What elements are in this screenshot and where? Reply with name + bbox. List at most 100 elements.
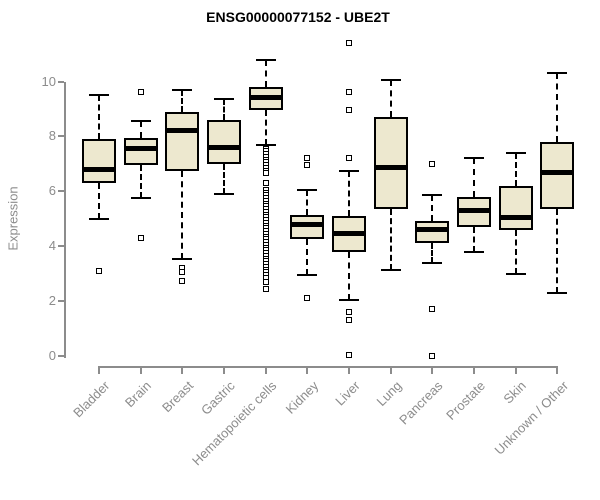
upper-whisker <box>139 121 142 138</box>
upper-whisker <box>472 158 475 197</box>
upper-whisker <box>514 152 517 186</box>
lower-whisker <box>264 110 267 145</box>
outlier-point <box>345 351 352 358</box>
box-kidney <box>290 214 325 240</box>
median-line <box>331 231 366 237</box>
x-axis-category-label: Skin <box>500 378 530 407</box>
chart-title: ENSG00000077152 - UBE2T <box>206 9 390 25</box>
median-line <box>456 208 491 213</box>
x-axis <box>98 366 559 368</box>
outlier-point <box>345 107 352 114</box>
x-axis-category-label: Kidney <box>282 378 321 417</box>
x-axis-tick <box>556 368 559 374</box>
x-axis-tick <box>98 368 100 374</box>
outlier-point <box>179 277 186 284</box>
x-axis-category-label: Lung <box>373 378 405 410</box>
lower-whisker-cap <box>547 291 568 294</box>
upper-whisker-cap <box>505 151 526 154</box>
outlier-point <box>262 170 269 177</box>
y-axis-tick <box>58 245 64 248</box>
x-axis-tick <box>347 368 350 374</box>
upper-whisker <box>431 195 434 222</box>
outlier-point <box>345 155 352 162</box>
lower-whisker <box>431 243 434 263</box>
median-line <box>248 95 283 101</box>
lower-whisker-cap <box>213 193 234 196</box>
x-axis-category-label: Liver <box>332 378 363 409</box>
lower-whisker-cap <box>380 268 401 271</box>
outlier-point <box>262 180 269 187</box>
box-pancreas <box>415 221 450 244</box>
x-axis-tick <box>431 368 434 374</box>
median-line <box>206 144 241 150</box>
outlier-point <box>262 285 269 292</box>
upper-whisker <box>98 95 100 140</box>
lower-whisker <box>472 226 475 252</box>
lower-whisker <box>347 251 350 300</box>
lower-whisker <box>139 165 142 199</box>
lower-whisker-cap <box>422 261 443 264</box>
x-axis-tick <box>222 368 225 374</box>
upper-whisker <box>389 80 392 118</box>
lower-whisker-cap <box>297 274 318 277</box>
upper-whisker <box>181 89 184 112</box>
y-axis-tick-label: 2 <box>48 293 56 309</box>
y-axis-tick <box>58 135 64 138</box>
upper-whisker-cap <box>338 169 359 172</box>
upper-whisker <box>222 99 225 120</box>
lower-whisker-cap <box>89 217 109 220</box>
outlier-point <box>345 309 352 316</box>
box-lung <box>373 117 408 210</box>
upper-whisker-cap <box>255 59 276 62</box>
y-axis-tick <box>58 80 64 83</box>
box-bladder <box>82 139 116 184</box>
x-axis-category-label: Pancreas <box>396 378 446 428</box>
lower-whisker-cap <box>505 272 526 275</box>
outlier-point <box>304 155 311 162</box>
x-axis-category-label: Prostate <box>442 378 488 423</box>
lower-whisker <box>389 209 392 270</box>
outlier-point <box>179 269 186 276</box>
upper-whisker-cap <box>422 194 443 197</box>
lower-whisker-cap <box>172 257 193 260</box>
outlier-point <box>429 160 436 167</box>
x-axis-category-label: Bladder <box>70 378 113 421</box>
lower-whisker <box>514 229 517 274</box>
y-axis-tick-label: 10 <box>41 73 56 89</box>
median-line <box>540 169 575 175</box>
outlier-point <box>304 162 311 169</box>
lower-whisker <box>306 239 309 275</box>
outlier-point <box>304 295 311 302</box>
y-axis-label: Expression <box>5 186 21 251</box>
x-axis-category-label: Unknown / Other <box>491 378 571 458</box>
x-axis-tick <box>472 368 475 374</box>
y-axis-tick-label: 6 <box>48 183 56 199</box>
lower-whisker-cap <box>338 298 359 301</box>
x-axis-tick <box>139 368 142 374</box>
upper-whisker-cap <box>297 188 318 191</box>
outlier-point <box>429 306 436 313</box>
upper-whisker-cap <box>89 94 109 97</box>
upper-whisker-cap <box>380 79 401 82</box>
lower-whisker <box>222 163 225 195</box>
lower-whisker-cap <box>255 143 276 146</box>
box-breast <box>165 111 200 171</box>
x-axis-tick <box>181 368 184 374</box>
upper-whisker-cap <box>213 98 234 101</box>
y-axis-tick <box>58 300 64 303</box>
median-line <box>123 146 158 152</box>
median-line <box>82 166 116 172</box>
lower-whisker <box>556 209 559 293</box>
upper-whisker <box>306 189 309 215</box>
lower-whisker <box>181 170 184 259</box>
median-line <box>165 128 200 134</box>
x-axis-tick <box>389 368 392 374</box>
median-line <box>415 227 450 233</box>
outlier-point <box>96 267 102 274</box>
y-axis-tick-label: 4 <box>48 238 56 254</box>
lower-whisker-cap <box>463 250 484 253</box>
upper-whisker-cap <box>463 157 484 160</box>
box-skin <box>498 185 533 230</box>
upper-whisker <box>347 170 350 216</box>
x-axis-tick <box>514 368 517 374</box>
